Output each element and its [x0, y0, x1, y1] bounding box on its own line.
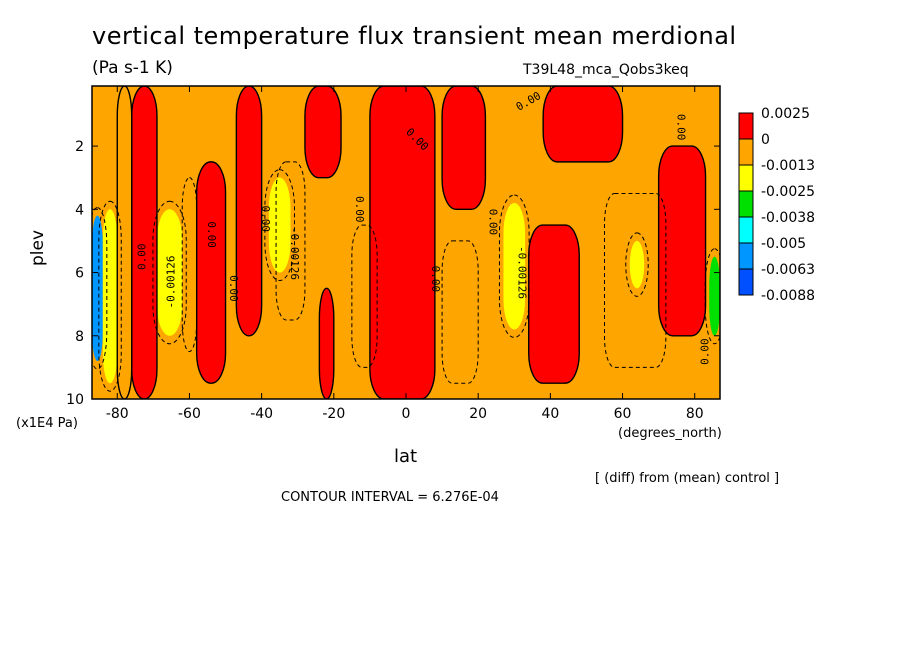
contour-label: 0.00	[205, 221, 218, 248]
contour-line	[195, 161, 227, 384]
contour-line	[441, 86, 487, 210]
x-tick-label: -40	[250, 406, 273, 422]
x-tick-label: -60	[178, 406, 201, 422]
contour-label: 0.00	[429, 266, 442, 293]
y-axis-unit: (x1E4 Pa)	[16, 416, 78, 431]
x-tick-label: 80	[686, 406, 704, 422]
colorbar-swatch	[738, 138, 754, 166]
y-tick-label: 6	[75, 266, 84, 282]
contour-region-green	[709, 256, 720, 336]
contour-label: 0.00	[227, 275, 240, 302]
x-tick-label: 0	[402, 406, 411, 422]
dashed-contour	[704, 248, 720, 345]
contour-region-red	[304, 86, 342, 178]
contour-region-red	[528, 225, 580, 384]
contour-interval-label: CONTOUR INTERVAL = 6.276E-04	[281, 490, 499, 505]
contour-line	[235, 86, 263, 337]
contour-line	[304, 86, 342, 179]
contour-region-yellow	[268, 177, 291, 273]
contour-region-orange	[117, 86, 132, 399]
contour-region-yellow	[629, 240, 645, 289]
colorbar-swatch	[738, 164, 754, 192]
contour-label: 0.00	[674, 114, 687, 141]
colorbar-swatch	[738, 112, 754, 140]
contour-label: -0.00126	[288, 227, 301, 280]
contour-region-red	[369, 86, 435, 399]
colorbar-swatch	[738, 242, 754, 270]
contour-label: 0.00	[487, 209, 500, 236]
x-axis-label: lat	[394, 446, 418, 467]
contour-label: -0.00126	[164, 256, 177, 309]
dashed-contour	[98, 200, 122, 392]
contour-line	[528, 224, 580, 384]
dashed-contour	[92, 207, 108, 370]
contour-region-red	[131, 86, 157, 399]
colorbar-label: -0.0088	[761, 288, 815, 304]
dashed-contour	[152, 200, 187, 345]
y-tick-label: 10	[66, 392, 84, 408]
colorbar-label: -0.0038	[761, 210, 815, 226]
colorbar-label: 0	[761, 132, 770, 148]
colorbar-swatch	[738, 268, 754, 296]
contour-label: -0.00126	[515, 246, 528, 299]
colorbar-label: 0.0025	[761, 106, 810, 122]
contour-region-yellow	[156, 209, 183, 336]
contour-region-red	[442, 86, 486, 210]
x-tick-label: -20	[322, 406, 345, 422]
contour-region-red	[236, 86, 262, 336]
dashed-contour	[604, 192, 667, 368]
dashed-contour	[351, 224, 378, 368]
contour-region-red	[319, 288, 334, 399]
chart-title: vertical temperature flux transient mean…	[92, 22, 737, 50]
contour-region-yellow	[102, 209, 118, 384]
dashed-contour	[181, 177, 198, 353]
contour-region-red	[196, 161, 226, 384]
x-tick-label: 60	[614, 406, 632, 422]
dashed-contour	[498, 194, 530, 338]
units-label: (Pa s-1 K)	[92, 58, 173, 78]
run-id-label: T39L48_mca_Qobs3keq	[523, 62, 689, 78]
colorbar-label: -0.0025	[761, 184, 815, 200]
diff-note: [ (diff) from (mean) control ]	[595, 471, 780, 486]
contour-line	[542, 86, 624, 163]
contour-line	[131, 86, 158, 399]
dashed-contour	[625, 232, 649, 297]
contour-region-red	[543, 86, 623, 162]
contour-label: 0.00	[259, 206, 272, 233]
contour-line	[657, 145, 707, 337]
contour-label: 0.00	[699, 338, 712, 365]
colorbar-label: -0.0013	[761, 158, 815, 174]
contour-region-blue	[92, 215, 103, 362]
contour-region-yellow	[503, 202, 526, 330]
colorbar-swatch	[738, 216, 754, 244]
y-tick-label: 2	[75, 139, 84, 155]
contour-line	[369, 86, 436, 399]
contour-region-red	[658, 146, 706, 336]
colorbar-label: -0.0063	[761, 262, 815, 278]
colorbar-swatch	[738, 190, 754, 218]
x-tick-label: 20	[469, 406, 487, 422]
y-tick-label: 8	[75, 329, 84, 345]
dashed-contour	[441, 240, 479, 384]
contour-label: 0.00	[353, 196, 366, 223]
dashed-contour	[275, 161, 306, 321]
colorbar-label: -0.005	[761, 236, 806, 252]
x-tick-label: 40	[541, 406, 559, 422]
contour-line	[318, 287, 335, 399]
x-axis-unit: (degrees_north)	[618, 426, 722, 441]
contour-label: 0.00	[136, 243, 149, 270]
x-tick-label: -80	[106, 406, 129, 422]
y-tick-label: 4	[75, 202, 84, 218]
